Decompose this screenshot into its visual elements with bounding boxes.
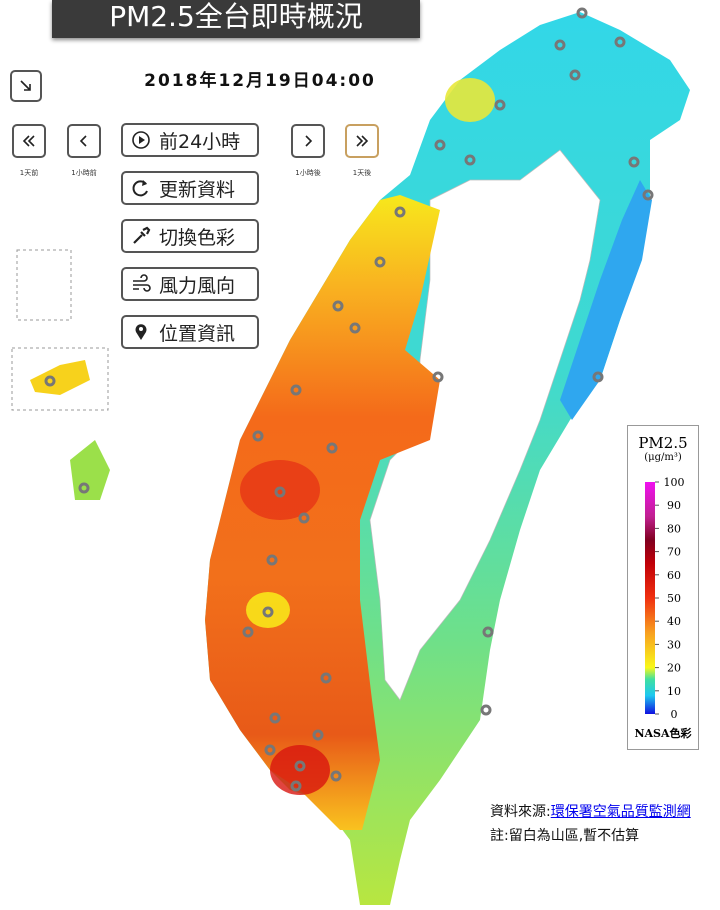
button-label: 風力風向 bbox=[159, 274, 236, 297]
location-button[interactable]: 位置資訊 bbox=[121, 315, 259, 349]
hour-forward-button[interactable] bbox=[291, 124, 325, 158]
scale-label: 80 bbox=[667, 522, 681, 535]
scale-label: 0 bbox=[671, 708, 678, 721]
west-plain bbox=[205, 195, 440, 830]
datetime: 2018年12月19日04:00 bbox=[144, 71, 376, 91]
nav-label: 1天後 bbox=[352, 169, 372, 177]
stations bbox=[44, 7, 654, 792]
scale-label: 100 bbox=[664, 476, 685, 489]
color-bar bbox=[645, 482, 655, 714]
scale-label: 40 bbox=[667, 615, 681, 628]
east-coast bbox=[560, 180, 652, 420]
button-label: 前24小時 bbox=[159, 130, 241, 153]
scale-label: 70 bbox=[667, 546, 681, 559]
button-label: 更新資料 bbox=[159, 178, 236, 201]
scale-label: 60 bbox=[667, 569, 681, 582]
legend-scheme: NASA色彩 bbox=[634, 727, 692, 740]
islet bbox=[30, 360, 90, 395]
refresh-button[interactable]: 更新資料 bbox=[121, 171, 259, 205]
scale-label: 50 bbox=[667, 592, 681, 605]
inset-frame bbox=[11, 347, 109, 411]
note: 註:留白為山區,暫不估算 bbox=[490, 828, 640, 844]
collapse-button[interactable] bbox=[10, 70, 42, 102]
inset-frame bbox=[16, 249, 72, 321]
source-link[interactable]: 環保署空氣品質監測網 bbox=[550, 804, 691, 820]
wind-button[interactable]: 風力風向 bbox=[121, 267, 259, 301]
legend: PM2.5 (μg/m³) 100 90 80 70 60 50 40 30 20 10 0 NAS… bbox=[627, 425, 699, 750]
source: 資料來源:環保署空氣品質監測網 bbox=[490, 800, 691, 824]
nav-label: 1小時後 bbox=[295, 169, 321, 177]
day-forward-button[interactable] bbox=[345, 124, 379, 158]
button-label: 切換色彩 bbox=[159, 226, 236, 249]
north-blob bbox=[445, 78, 495, 122]
scale-label: 10 bbox=[667, 685, 681, 698]
button-label: 位置資訊 bbox=[159, 322, 236, 345]
palette-button[interactable]: 切換色彩 bbox=[121, 219, 259, 253]
nav-label: 1小時前 bbox=[71, 169, 97, 177]
footer: 資料來源:環保署空氣品質監測網 註:留白為山區,暫不估算 bbox=[490, 800, 691, 848]
nav-label: 1天前 bbox=[19, 169, 39, 177]
hotspot bbox=[240, 460, 320, 520]
scale-label: 90 bbox=[667, 499, 681, 512]
hotspot bbox=[246, 592, 290, 628]
day-back-button[interactable] bbox=[12, 124, 46, 158]
source-label: 資料來源: bbox=[490, 804, 551, 820]
legend-title: PM2.5 bbox=[638, 434, 688, 452]
play-button[interactable]: 前24小時 bbox=[121, 123, 259, 157]
title: PM2.5全台即時概況 bbox=[52, 0, 420, 38]
hour-back-button[interactable] bbox=[67, 124, 101, 158]
scale-label: 30 bbox=[667, 638, 681, 651]
legend-unit: (μg/m³) bbox=[644, 452, 682, 463]
islet bbox=[70, 440, 110, 500]
scale-label: 20 bbox=[667, 662, 681, 675]
